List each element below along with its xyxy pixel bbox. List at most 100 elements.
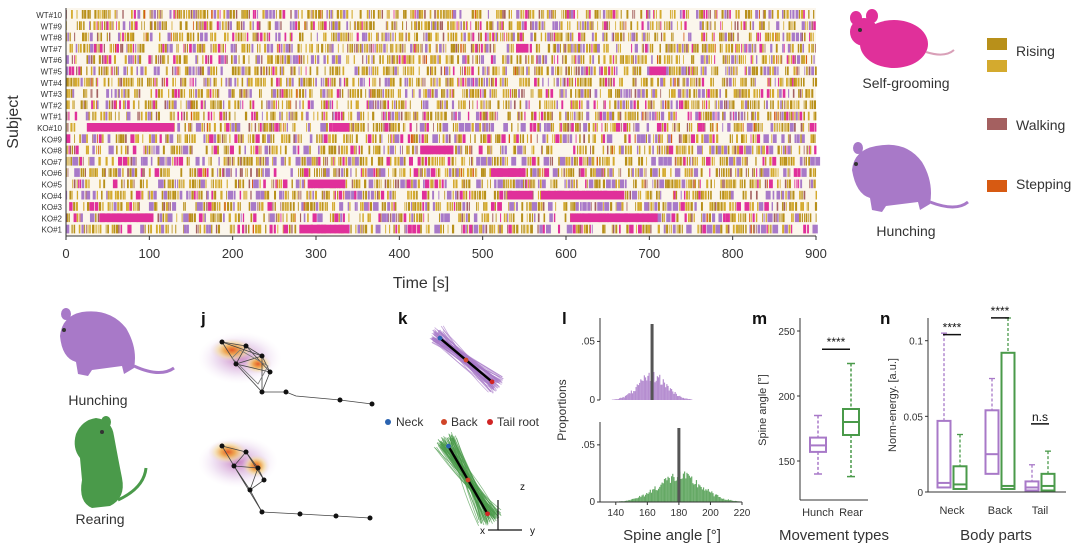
behavior-bout	[256, 168, 258, 177]
behavior-bout	[672, 202, 679, 211]
behavior-bout	[559, 156, 566, 166]
behavior-bout	[725, 224, 728, 234]
hist-bar	[636, 384, 638, 400]
behavior-bout	[449, 10, 452, 19]
behavior-bout	[67, 32, 69, 42]
behavior-bout	[792, 89, 795, 98]
behavior-bout	[259, 43, 261, 53]
behavior-bout	[472, 55, 474, 64]
behavior-bout	[499, 10, 503, 19]
behavior-bout	[442, 134, 445, 143]
behavior-bout	[573, 111, 576, 121]
behavior-bout	[267, 202, 272, 211]
behavior-bout	[219, 111, 223, 121]
behavior-bout	[213, 145, 218, 155]
behavior-bout	[580, 21, 582, 30]
behavior-bout	[298, 77, 301, 87]
behavior-bout	[780, 55, 782, 64]
legend-self-grooming-label: Self-grooming	[862, 75, 949, 91]
behavior-bout	[298, 66, 300, 76]
behavior-bout	[595, 43, 597, 53]
behavior-bout	[463, 43, 465, 53]
behavior-bout	[270, 123, 273, 132]
behavior-bout	[746, 43, 748, 53]
raster-x-tick-label: 300	[305, 246, 327, 261]
behavior-bout	[404, 43, 406, 53]
behavior-bout	[434, 156, 437, 166]
behavior-bout	[532, 55, 534, 64]
behavior-bout	[237, 77, 239, 87]
behavior-bout	[504, 77, 507, 87]
behavior-bout	[203, 134, 206, 143]
behavior-bout	[241, 156, 243, 166]
behavior-bout	[641, 179, 644, 189]
behavior-bout	[503, 123, 508, 132]
behavior-bout	[449, 66, 451, 76]
behavior-bout	[559, 89, 561, 98]
behavior-bout	[325, 168, 327, 177]
behavior-bout	[372, 43, 374, 53]
behavior-bout	[95, 100, 97, 110]
behavior-bout	[105, 66, 108, 76]
behavior-bout	[82, 32, 84, 42]
skeleton-graph-rearing	[198, 436, 373, 521]
behavior-bout	[334, 21, 338, 30]
behavior-bout	[167, 224, 169, 234]
legend-walking-swatch	[987, 118, 1007, 130]
behavior-bout	[675, 100, 679, 110]
behavior-bout	[492, 156, 494, 166]
behavior-bout	[541, 168, 543, 177]
behavior-bout	[756, 89, 758, 98]
behavior-bout	[629, 224, 634, 234]
behavior-bout	[732, 77, 735, 87]
behavior-bout	[730, 213, 732, 223]
behavior-bout	[629, 123, 631, 132]
behavior-bout	[731, 213, 734, 223]
behavior-bout	[487, 179, 489, 189]
behavior-bout	[165, 168, 167, 177]
behavior-bout	[161, 224, 165, 234]
behavior-bout	[331, 43, 334, 53]
behavior-bout	[80, 168, 83, 177]
behavior-bout	[580, 168, 585, 177]
behavior-bout	[511, 156, 517, 166]
behavior-bout	[752, 100, 754, 110]
behavior-bout	[263, 179, 266, 189]
behavior-bout	[538, 21, 541, 30]
behavior-bout	[149, 77, 151, 87]
behavior-bout	[808, 21, 811, 30]
behavior-bout	[444, 179, 447, 189]
behavior-bout	[676, 224, 678, 234]
behavior-bout	[443, 89, 445, 98]
behavior-bout	[293, 190, 296, 200]
behavior-bout	[457, 55, 460, 64]
behavior-bout	[323, 190, 325, 200]
behavior-bout	[349, 89, 352, 98]
behavior-bout	[776, 55, 778, 64]
behavior-bout	[284, 134, 285, 143]
behavior-bout	[302, 89, 305, 98]
behavior-bout	[132, 55, 134, 64]
behavior-bout	[686, 224, 692, 234]
behavior-bout	[569, 21, 571, 30]
m-y-tick-label: 150	[778, 457, 795, 468]
behavior-bout	[792, 100, 794, 110]
behavior-bout	[229, 224, 231, 234]
behavior-bout	[339, 66, 341, 76]
behavior-bout	[353, 156, 355, 166]
behavior-bout	[288, 111, 291, 121]
behavior-bout	[569, 32, 572, 42]
behavior-bout	[282, 66, 285, 76]
behavior-bout	[235, 32, 237, 42]
behavior-bout	[589, 224, 591, 234]
behavior-bout	[257, 156, 259, 166]
behavior-bout	[610, 145, 612, 155]
behavior-bout	[780, 100, 782, 110]
behavior-bout	[572, 224, 576, 234]
behavior-bout	[752, 145, 754, 155]
behavior-bout	[290, 55, 292, 64]
behavior-bout	[408, 77, 411, 87]
behavior-bout	[721, 202, 723, 211]
behavior-bout	[671, 55, 673, 64]
behavior-bout	[755, 43, 757, 53]
